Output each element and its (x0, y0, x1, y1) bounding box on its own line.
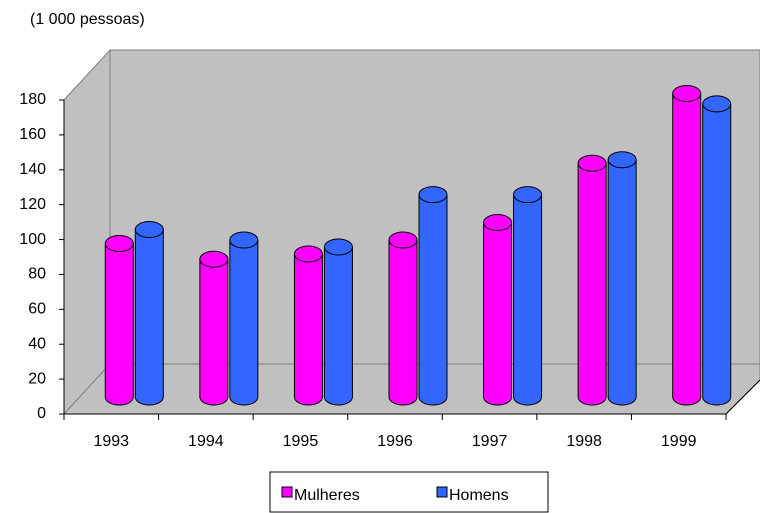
bar (229, 239, 259, 406)
bar-top (483, 214, 513, 232)
bar (577, 162, 607, 406)
x-tick-label: 1999 (661, 433, 697, 450)
bar (483, 222, 513, 406)
bar-top (293, 245, 323, 263)
x-axis-depth (725, 379, 760, 415)
x-tick-label: 1996 (377, 433, 413, 450)
y-tick-label: 20 (28, 370, 46, 387)
y-tick-label: 180 (19, 91, 46, 108)
bar (323, 246, 353, 406)
bar-top (418, 186, 448, 204)
y-tick-label: 0 (37, 405, 46, 422)
legend-swatch (281, 486, 293, 498)
y-tick-label: 60 (28, 301, 46, 318)
x-tick-label: 1998 (566, 433, 602, 450)
bar (199, 258, 229, 406)
y-tick-label: 40 (28, 335, 46, 352)
bar (702, 103, 732, 406)
legend-swatch (436, 486, 448, 498)
bar-top (104, 234, 134, 252)
legend-label: Homens (449, 487, 509, 504)
bar (134, 229, 164, 406)
bar (104, 242, 134, 406)
bar (293, 253, 323, 406)
bar-top (229, 231, 259, 249)
bar-top (607, 151, 637, 169)
y-tick-label: 100 (19, 231, 46, 248)
bar-top (388, 231, 418, 249)
bar-top (513, 186, 543, 204)
bar-top (199, 250, 229, 268)
y-tick-label: 120 (19, 196, 46, 213)
x-tick-label: 1994 (188, 433, 224, 450)
y-axis-label: (1 000 pessoas) (30, 11, 145, 28)
bar (672, 92, 702, 406)
x-tick-label: 1997 (472, 433, 508, 450)
bar-top (577, 154, 607, 172)
y-tick-label: 160 (19, 126, 46, 143)
bar-top (134, 221, 164, 239)
bar-top (323, 238, 353, 256)
side-wall (63, 48, 111, 416)
y-tick-label: 80 (28, 266, 46, 283)
bar (607, 159, 637, 406)
x-tick-label: 1993 (93, 433, 129, 450)
bar (418, 194, 448, 406)
bar-top (702, 95, 732, 113)
bar-top (672, 84, 702, 102)
y-tick-label: 140 (19, 161, 46, 178)
x-tick-label: 1995 (283, 433, 319, 450)
legend (269, 471, 549, 513)
bar (513, 194, 543, 406)
legend-label: Mulheres (294, 487, 360, 504)
bar (388, 239, 418, 406)
